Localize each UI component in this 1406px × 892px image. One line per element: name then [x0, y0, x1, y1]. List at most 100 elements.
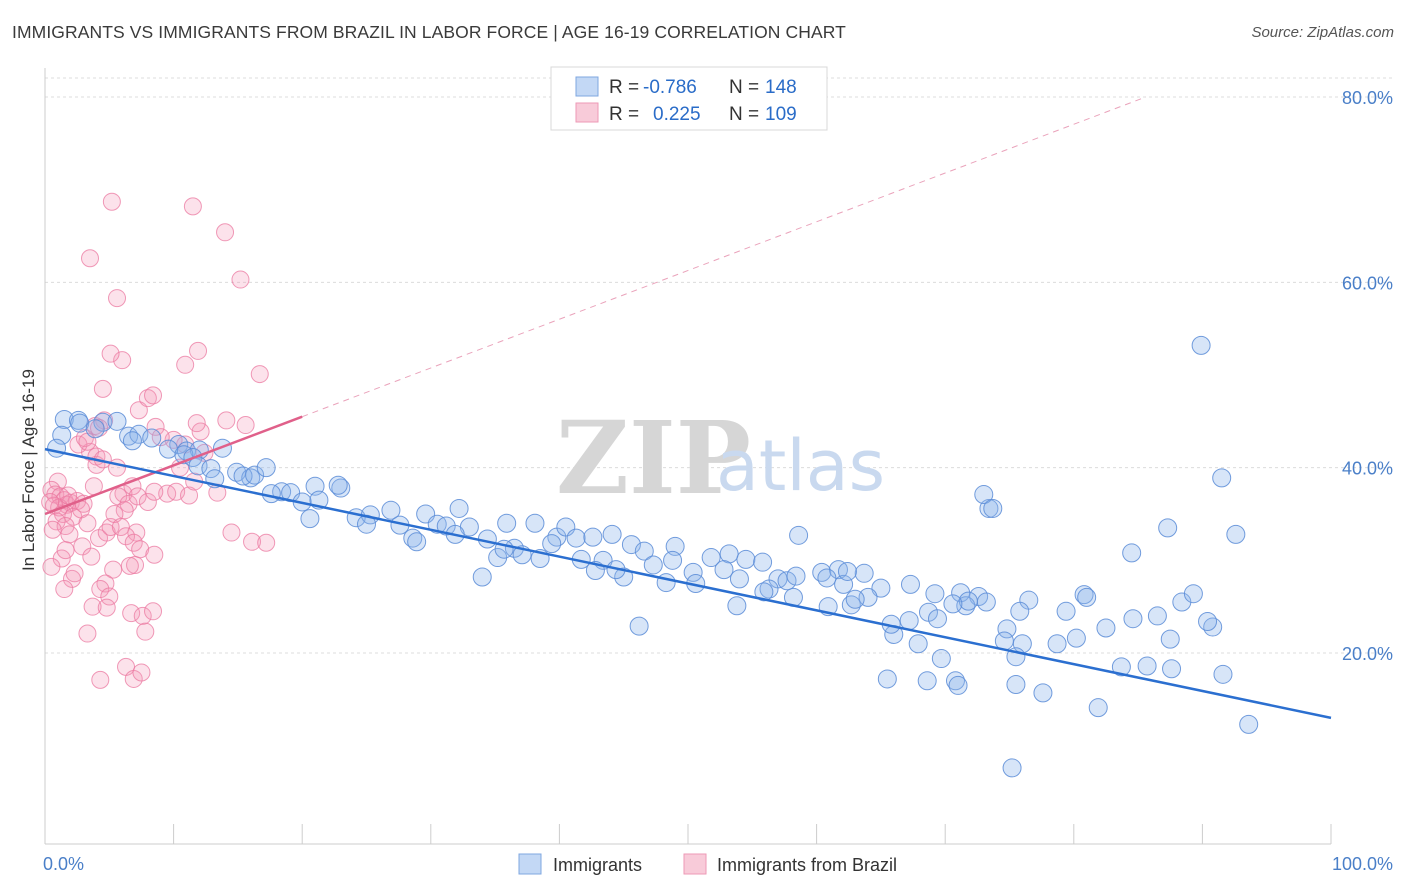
x-tick-label: 0.0%: [43, 854, 84, 874]
brazil-point: [144, 386, 163, 405]
immigrants-point: [201, 459, 221, 479]
immigrants-point: [753, 552, 773, 572]
immigrants-point: [754, 582, 774, 602]
brazil-point: [41, 492, 60, 511]
brazil-point: [65, 564, 84, 583]
immigrants-point: [663, 550, 683, 570]
brazil-point: [138, 492, 157, 511]
immigrants-point: [1226, 524, 1246, 544]
immigrants-point: [834, 574, 854, 594]
brazil-point: [129, 401, 148, 420]
immigrants-point: [727, 596, 747, 616]
immigrants-point: [983, 498, 1003, 518]
immigrants-point: [93, 412, 113, 432]
immigrants-point: [943, 594, 963, 614]
immigrants-point: [331, 478, 351, 498]
brazil-point: [42, 557, 61, 576]
bottom-legend: Immigrants Immigrants from Brazil: [518, 853, 897, 875]
brazil-point: [145, 482, 164, 501]
immigrants-point: [736, 549, 756, 569]
legend-n-label-1: N =: [729, 77, 759, 98]
immigrants-point: [951, 583, 971, 603]
brazil-point: [117, 527, 136, 546]
brazil-point: [217, 411, 236, 430]
brazil-point: [91, 580, 110, 599]
brazil-point: [138, 389, 157, 408]
watermark-zip: ZIP: [556, 399, 751, 517]
immigrants-point: [1096, 618, 1116, 638]
brazil-point: [91, 670, 110, 689]
legend-n-value-1: 148: [765, 77, 797, 98]
brazil-point: [180, 486, 199, 505]
brazil-point: [243, 532, 262, 551]
immigrants-point: [812, 562, 832, 582]
brazil-point: [97, 598, 116, 617]
immigrants-point: [1010, 601, 1030, 621]
immigrants-point: [927, 609, 947, 629]
immigrants-point: [629, 616, 649, 636]
brazil-point: [144, 602, 163, 621]
immigrants-point: [1198, 611, 1218, 631]
immigrants-point: [142, 428, 162, 448]
y-tick-label: 40.0%: [1342, 459, 1393, 479]
axes: [44, 68, 1332, 845]
immigrants-point: [300, 509, 320, 529]
immigrants-point: [714, 560, 734, 580]
immigrants-point: [497, 513, 517, 533]
chart-title: IMMIGRANTS VS IMMIGRANTS FROM BRAZIL IN …: [12, 22, 846, 42]
immigrants-point: [899, 611, 919, 631]
immigrants-point: [841, 595, 861, 615]
brazil-point: [189, 341, 208, 360]
series-brazil-points: [41, 192, 276, 689]
immigrants-point: [1002, 758, 1022, 778]
brazil-point: [133, 606, 152, 625]
legend-swatch-pink: [575, 102, 599, 123]
immigrants-point: [1158, 518, 1178, 538]
y-tick-label: 80.0%: [1342, 88, 1393, 108]
brazil-point: [102, 192, 121, 211]
immigrants-point: [1212, 468, 1232, 488]
brazil-point: [73, 537, 92, 556]
immigrants-point: [900, 574, 920, 594]
immigrants-point: [52, 425, 72, 445]
immigrants-point: [701, 548, 721, 568]
brazil-point: [124, 533, 143, 552]
immigrants-point: [602, 524, 622, 544]
immigrants-point: [1006, 675, 1026, 695]
brazil-point: [101, 344, 120, 363]
immigrants-point: [1111, 657, 1131, 677]
brazil-point: [176, 355, 195, 374]
brazil-point: [231, 270, 250, 289]
immigrants-point: [656, 573, 676, 593]
immigrants-point: [1162, 659, 1182, 679]
immigrants-point: [958, 591, 978, 611]
brazil-point: [257, 533, 276, 552]
watermark-atlas: atlas: [716, 425, 885, 507]
immigrants-point: [107, 411, 127, 431]
immigrants-point: [777, 571, 797, 591]
x-tick-label: 100.0%: [1332, 854, 1393, 874]
brazil-point: [100, 587, 119, 606]
brazil-point: [145, 545, 164, 564]
immigrants-point: [969, 586, 989, 606]
y-tick-label: 60.0%: [1342, 273, 1393, 293]
brazil-point: [216, 223, 235, 242]
brazil-point: [136, 622, 155, 641]
immigrants-point: [583, 527, 603, 547]
bottom-legend-immigrants: Immigrants: [553, 855, 642, 875]
immigrants-point: [1122, 543, 1142, 563]
immigrants-point: [877, 669, 897, 689]
brazil-point: [56, 541, 75, 560]
immigrants-point: [1147, 606, 1167, 626]
immigrants-point: [403, 528, 423, 548]
brazil-point: [78, 514, 97, 533]
immigrants-point: [643, 555, 663, 575]
brazil-point: [132, 663, 151, 682]
brazil-point: [127, 523, 146, 542]
brazil-trend-line: [44, 415, 303, 516]
brazil-point: [115, 501, 134, 520]
brazil-point: [108, 289, 127, 308]
immigrants-point: [1160, 629, 1180, 649]
immigrants-point: [908, 634, 928, 654]
brazil-point: [183, 197, 202, 216]
